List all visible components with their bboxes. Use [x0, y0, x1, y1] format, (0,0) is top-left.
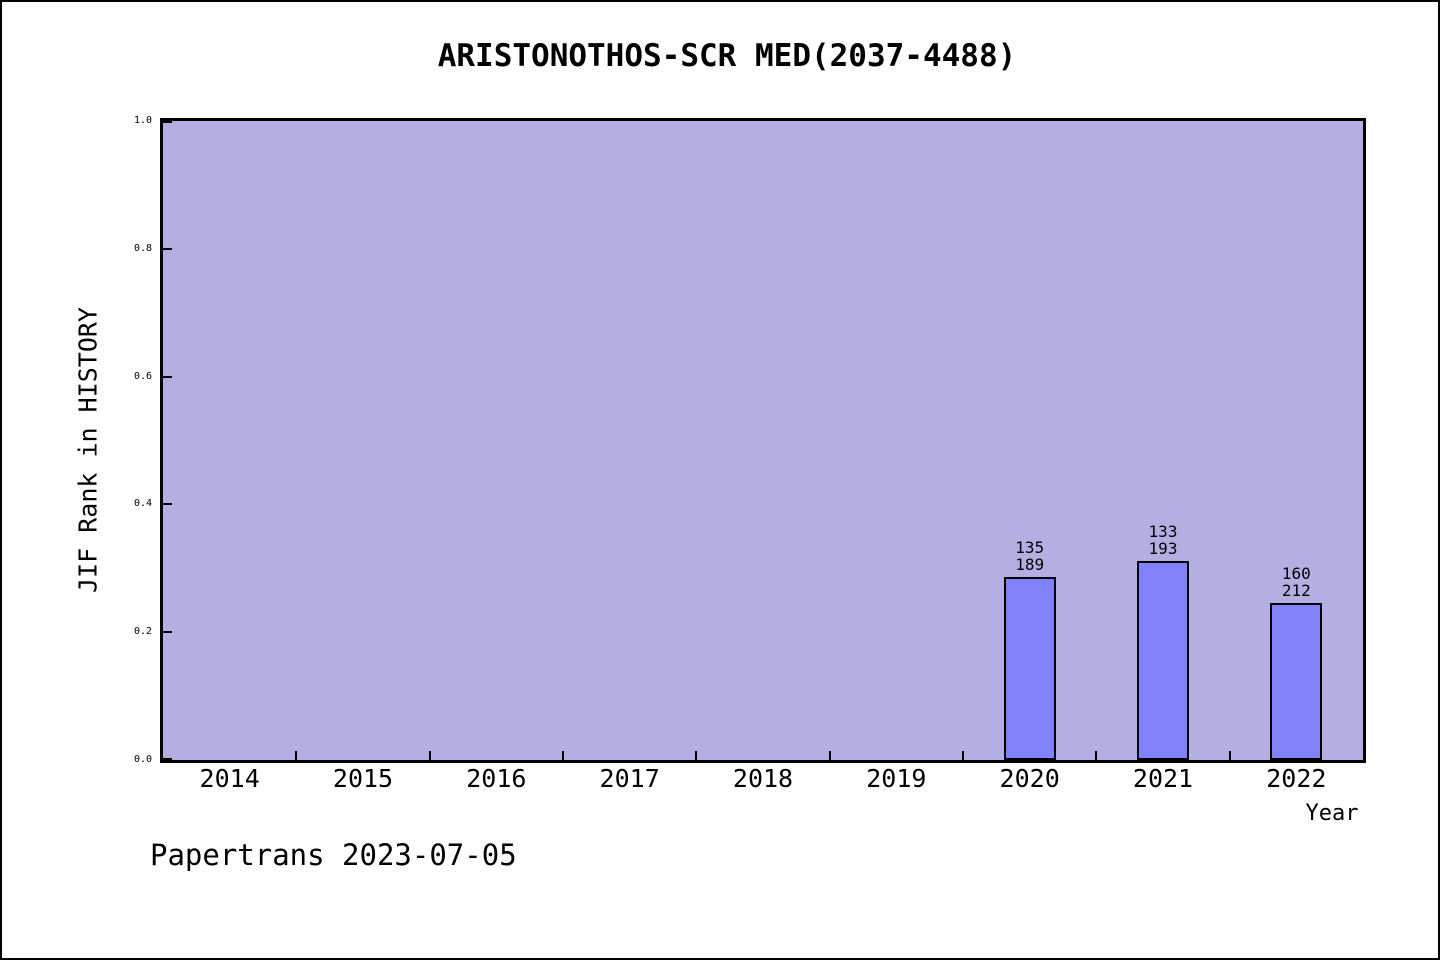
y-tick-mark [163, 503, 172, 506]
bar-value-label: 135 189 [1015, 538, 1045, 575]
x-tick-mark [428, 751, 431, 760]
x-tick-mark [295, 751, 298, 760]
x-tick-label: 2016 [466, 764, 527, 793]
x-tick-mark [1228, 751, 1231, 760]
x-tick-mark [1095, 751, 1098, 760]
chart-title: ARISTONOTHOS-SCR MED(2037-4488) [437, 38, 1017, 74]
x-axis-label: Year [1305, 801, 1359, 826]
y-tick-mark [163, 121, 172, 123]
y-tick-mark [163, 631, 172, 634]
y-tick-label: 0.2 [133, 626, 152, 638]
bar-value-label: 133 193 [1148, 522, 1178, 559]
x-tick-label: 2017 [599, 764, 660, 793]
x-tick-mark [695, 751, 698, 760]
y-tick-label: 0.0 [133, 754, 152, 765]
footer-text: Papertrans 2023-07-05 [150, 838, 517, 872]
y-tick-label: 0.8 [133, 242, 152, 254]
y-tick-mark [163, 758, 172, 760]
x-tick-mark [562, 751, 564, 760]
x-tick-mark [962, 751, 964, 760]
y-tick-mark [163, 247, 172, 250]
bar-2022 [1270, 603, 1323, 760]
y-tick-label: 0.4 [133, 498, 152, 510]
y-tick-mark [163, 375, 172, 378]
bar-2020 [1003, 577, 1056, 760]
y-tick-label: 0.6 [133, 370, 152, 382]
x-tick-label: 2022 [1266, 764, 1327, 793]
x-tick-label: 2015 [332, 764, 394, 793]
y-tick-label: 1.0 [133, 115, 152, 126]
bar-value-label: 160 212 [1281, 564, 1311, 601]
x-tick-label: 2019 [866, 764, 927, 793]
plot-area: 135 189 133 193 160 212 [160, 118, 1366, 763]
x-tick-mark [828, 751, 831, 760]
y-axis-label: JIF Rank in HISTORY [73, 307, 103, 593]
x-tick-label: 2018 [732, 764, 794, 793]
bar-2021 [1137, 561, 1189, 760]
x-tick-label: 2020 [999, 764, 1060, 793]
x-tick-label: 2014 [199, 764, 260, 793]
x-tick-label: 2021 [1132, 764, 1194, 793]
